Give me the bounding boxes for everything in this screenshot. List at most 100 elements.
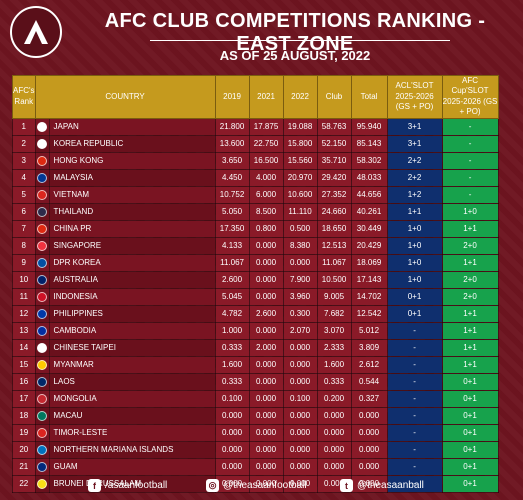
facebook-link[interactable]: f /asaanfootball (88, 479, 167, 492)
total-score-cell: 18.069 (350, 253, 388, 272)
rank-cell: 20 (12, 440, 36, 459)
table-row: 16 LAOS 0.333 0.000 0.000 0.333 0.544-0+1 (12, 372, 499, 391)
country-cell: AUSTRALIA (48, 270, 216, 289)
instagram-icon: ◎ (206, 479, 219, 492)
flag-cell (34, 202, 50, 221)
total-score-cell: 85.143 (350, 134, 388, 153)
acl-slot-cell: - (386, 406, 443, 425)
afc-cup-slot-cell: - (441, 168, 499, 187)
acl-slot-cell: - (386, 355, 443, 374)
country-flag-icon (37, 138, 48, 149)
total-score-cell: 12.542 (350, 304, 388, 323)
table-row: 11 INDONESIA 5.045 0.000 3.960 9.005 14.702 0+1… (12, 287, 499, 306)
country-cell: INDONESIA (48, 287, 216, 306)
country-flag-icon (37, 240, 48, 251)
afc-cup-slot-cell: 2+0 (441, 287, 499, 306)
title-divider (150, 40, 450, 41)
afc-cup-slot-cell: 1+0 (441, 202, 499, 221)
country-cell: CHINESE TAIPEI (48, 338, 216, 357)
table-row: 2 KOREA REPUBLIC 13.600 22.750 15.800 52.150 8… (12, 134, 499, 153)
score-2022-cell: 0.000 (282, 440, 318, 459)
rank-cell: 3 (12, 151, 36, 170)
country-flag-icon (37, 206, 48, 217)
rank-cell: 4 (12, 168, 36, 187)
afc-cup-slot-cell: - (441, 185, 499, 204)
score-2022-cell: 10.600 (282, 185, 318, 204)
col-header-2021: 2021 (248, 75, 284, 119)
score-2019-cell: 0.333 (214, 338, 250, 357)
asean-football-logo (10, 6, 62, 58)
afc-cup-slot-cell: 1+1 (441, 338, 499, 357)
country-cell: SINGAPORE (48, 236, 216, 255)
table-row: 8 SINGAPORE 4.133 0.000 8.380 12.513 20.429 1+0… (12, 236, 499, 255)
score-2022-cell: 0.000 (282, 423, 318, 442)
flag-cell (34, 151, 50, 170)
flag-cell (34, 168, 50, 187)
country-cell: HONG KONG (48, 151, 216, 170)
score-2022-cell: 15.800 (282, 134, 318, 153)
score-2019-cell: 0.100 (214, 389, 250, 408)
flag-cell (34, 236, 50, 255)
col-header-total: Total (350, 75, 388, 119)
country-flag-icon (37, 359, 48, 370)
table-row: 15 MYANMAR 1.600 0.000 0.000 1.600 2.612-1+1 (12, 355, 499, 374)
score-2019-cell: 0.333 (214, 372, 250, 391)
table-row: 10 AUSTRALIA 2.600 0.000 7.900 10.500 17.143 1+… (12, 270, 499, 289)
flag-cell (34, 440, 50, 459)
acl-slot-cell: - (386, 372, 443, 391)
club-score-cell: 0.000 (316, 440, 352, 459)
rank-cell: 12 (12, 304, 36, 323)
rank-cell: 18 (12, 406, 36, 425)
col-header-country: COUNTRY (34, 75, 216, 119)
header: AFC CLUB COMPETITIONS RANKING - EAST ZON… (0, 0, 523, 80)
country-flag-icon (37, 257, 48, 268)
score-2019-cell: 0.000 (214, 440, 250, 459)
total-score-cell: 58.302 (350, 151, 388, 170)
score-2021-cell: 4.000 (248, 168, 284, 187)
instagram-link[interactable]: ◎ @theasaanfootball (206, 479, 307, 492)
score-2019-cell: 4.133 (214, 236, 250, 255)
country-cell: GUAM (48, 457, 216, 476)
score-2021-cell: 2.600 (248, 304, 284, 323)
afc-cup-slot-cell: 0+1 (441, 423, 499, 442)
total-score-cell: 3.809 (350, 338, 388, 357)
score-2022-cell: 3.960 (282, 287, 318, 306)
acl-slot-cell: 1+0 (386, 219, 443, 238)
table-row: 12 PHILIPPINES 4.782 2.600 0.300 7.682 12.542 0… (12, 304, 499, 323)
score-2019-cell: 4.782 (214, 304, 250, 323)
club-score-cell: 0.333 (316, 372, 352, 391)
score-2022-cell: 0.000 (282, 355, 318, 374)
flag-cell (34, 117, 50, 136)
table-row: 21 GUAM 0.000 0.000 0.000 0.000 0.000-0+1 (12, 457, 499, 476)
score-2019-cell: 10.752 (214, 185, 250, 204)
twitter-icon: t (340, 479, 353, 492)
flag-cell (34, 287, 50, 306)
country-cell: MACAU (48, 406, 216, 425)
twitter-link[interactable]: t @theasaanball (340, 479, 424, 492)
score-2021-cell: 2.000 (248, 338, 284, 357)
score-2022-cell: 11.110 (282, 202, 318, 221)
acl-slot-cell: 0+1 (386, 287, 443, 306)
rank-cell: 11 (12, 287, 36, 306)
score-2022-cell: 0.000 (282, 474, 318, 493)
club-score-cell: 10.500 (316, 270, 352, 289)
score-2019-cell: 0.000 (214, 423, 250, 442)
country-cell: THAILAND (48, 202, 216, 221)
country-flag-icon (37, 155, 48, 166)
score-2022-cell: 0.000 (282, 372, 318, 391)
afc-cup-slot-cell: 0+1 (441, 389, 499, 408)
score-2019-cell: 0.000 (214, 474, 250, 493)
rank-cell: 2 (12, 134, 36, 153)
rank-cell: 5 (12, 185, 36, 204)
flag-cell (34, 474, 50, 493)
col-header-2022: 2022 (282, 75, 318, 119)
rank-cell: 13 (12, 321, 36, 340)
table-row: 3 HONG KONG 3.650 16.500 15.560 35.710 58.302 2… (12, 151, 499, 170)
country-cell: LAOS (48, 372, 216, 391)
club-score-cell: 12.513 (316, 236, 352, 255)
score-2019-cell: 5.045 (214, 287, 250, 306)
country-flag-icon (37, 461, 48, 472)
page-title: AFC CLUB COMPETITIONS RANKING - EAST ZON… (104, 10, 486, 55)
score-2019-cell: 21.800 (214, 117, 250, 136)
acl-slot-cell: 1+0 (386, 270, 443, 289)
